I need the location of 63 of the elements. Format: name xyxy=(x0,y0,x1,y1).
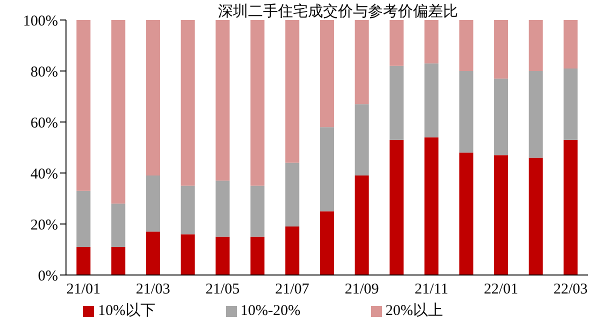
bar xyxy=(216,20,230,181)
bar xyxy=(180,186,195,234)
x-tick-label: 21/01 xyxy=(66,282,100,298)
bar xyxy=(528,71,543,158)
bar xyxy=(250,236,264,275)
bar xyxy=(424,63,438,138)
bar xyxy=(216,236,230,275)
x-tick-label: 22/01 xyxy=(484,282,518,298)
y-tick-label: 100% xyxy=(23,13,58,30)
bar xyxy=(216,180,230,237)
chart-title: 深圳二手住宅成交价与参考价偏差比 xyxy=(217,2,459,21)
bar xyxy=(528,20,543,71)
bar xyxy=(146,20,160,176)
bar xyxy=(180,20,195,186)
x-tick-label: 21/03 xyxy=(136,282,170,298)
x-tick-label: 21/05 xyxy=(206,282,240,298)
bar xyxy=(354,20,369,104)
bar xyxy=(564,140,578,275)
legend-label: 10%-20% xyxy=(240,303,300,319)
y-tick-label: 40% xyxy=(30,166,58,182)
bar xyxy=(320,20,334,128)
bar xyxy=(111,20,126,204)
bar xyxy=(424,20,438,64)
bar xyxy=(459,20,474,71)
bar xyxy=(285,20,300,163)
bar xyxy=(494,155,508,275)
legend-label: 20%以上 xyxy=(386,303,443,319)
bar xyxy=(459,152,474,275)
bar xyxy=(390,20,404,66)
x-tick-label: 22/03 xyxy=(554,282,588,298)
y-tick-label: 0% xyxy=(38,268,58,284)
bar xyxy=(250,186,264,237)
bar xyxy=(76,246,90,275)
x-tick-label: 21/11 xyxy=(414,282,448,298)
bar xyxy=(111,246,126,275)
bar xyxy=(180,234,195,275)
y-tick-label: 20% xyxy=(30,217,58,234)
bar xyxy=(285,162,300,227)
bar xyxy=(424,137,438,275)
bar xyxy=(459,71,474,153)
bar xyxy=(250,20,264,186)
bar xyxy=(494,20,508,79)
bar xyxy=(494,78,508,156)
y-tick-label: 80% xyxy=(30,64,58,80)
bar xyxy=(390,140,404,275)
bar xyxy=(528,158,543,275)
bar xyxy=(320,127,334,212)
x-tick-label: 21/09 xyxy=(344,282,379,298)
bar xyxy=(354,104,369,176)
bar xyxy=(390,66,404,140)
legend-label: 10%以下 xyxy=(98,303,156,319)
y-tick-label: 60% xyxy=(30,115,58,132)
bar xyxy=(320,211,334,275)
x-tick-label: 21/07 xyxy=(275,282,310,298)
bar xyxy=(111,204,126,247)
bar xyxy=(76,20,90,191)
bar xyxy=(564,20,578,68)
bar xyxy=(146,176,160,232)
bar xyxy=(285,226,300,275)
bar xyxy=(354,176,369,275)
bar xyxy=(146,232,160,275)
bar xyxy=(564,68,578,140)
bar xyxy=(76,190,90,247)
